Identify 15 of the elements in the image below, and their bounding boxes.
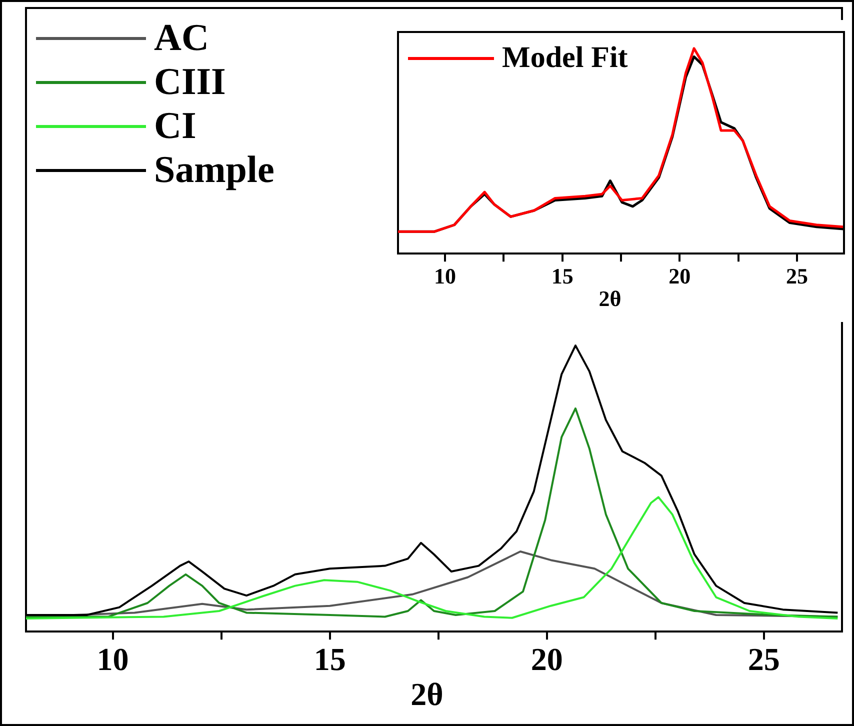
x-tick-label: 25 xyxy=(748,641,780,678)
x-axis-title: 2θ xyxy=(598,286,622,311)
legend-label: CIII xyxy=(154,60,226,104)
x-tick-label: 15 xyxy=(551,263,574,288)
x-tick-label: 15 xyxy=(314,641,346,678)
legend-label: AC xyxy=(154,16,209,60)
x-axis-title: 2θ xyxy=(410,676,444,712)
legend-label: CI xyxy=(154,104,196,148)
x-tick-label: 20 xyxy=(530,641,563,678)
x-tick-label: 20 xyxy=(668,263,691,288)
x-tick-label: 10 xyxy=(434,263,456,288)
x-tick-label: 10 xyxy=(96,641,129,678)
legend-label: Sample xyxy=(154,148,274,192)
x-tick-label: 25 xyxy=(786,263,808,288)
legend-label: Model Fit xyxy=(502,41,628,75)
